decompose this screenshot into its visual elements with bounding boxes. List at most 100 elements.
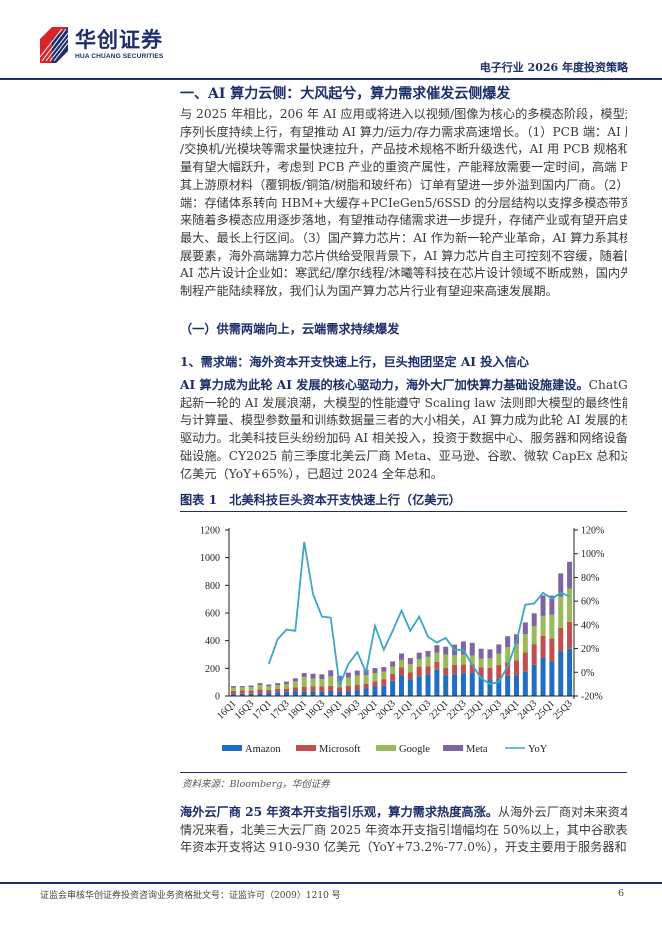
bar-microsoft-22Q4 [469, 664, 475, 674]
bar-meta-23Q4 [505, 636, 511, 648]
x-tick-label: 25Q1 [534, 698, 558, 722]
bar-meta-25Q3 [567, 561, 573, 589]
footer-divider [0, 882, 662, 884]
bar-microsoft-18Q2 [310, 686, 316, 692]
guidance-paragraph: 海外云厂商 25 年资本开支指引乐观，算力需求热度高涨。从海外云厂商对未来资本指… [180, 804, 627, 857]
paragraph-line: 展要素，海外高端算力芯片供给受限背景下，AI 算力芯片自主可控刻不容缓，随着国内 [180, 248, 627, 263]
bar-microsoft-19Q4 [363, 683, 369, 689]
bar-microsoft-24Q2 [522, 652, 528, 672]
bar-microsoft-20Q3 [390, 674, 396, 681]
bar-google-20Q3 [390, 666, 396, 675]
legend-item-yoy: YoY [505, 744, 548, 755]
bar-meta-23Q2 [487, 649, 493, 659]
bar-microsoft-20Q1 [372, 681, 378, 687]
x-tick-label: 24Q3 [516, 698, 540, 722]
bar-amazon-16Q4 [257, 693, 263, 696]
bar-google-25Q3 [567, 588, 573, 622]
legend: Amazon Microsoft Google Meta YoY [222, 744, 548, 755]
bar-google-21Q1 [407, 664, 413, 673]
bar-microsoft-16Q2 [239, 690, 245, 694]
bar-meta-19Q3 [354, 670, 360, 676]
bar-google-24Q2 [522, 634, 528, 653]
subsubsection-title: 1、需求端：海外资本开支快速上行，巨头抱团坚定 AI 投入信心 [180, 355, 529, 369]
caption-divider [180, 511, 627, 512]
section-title: 一、AI 算力云侧：大风起兮，算力需求催发云侧爆发 [180, 86, 511, 102]
bar-microsoft-21Q1 [407, 672, 413, 680]
figure-source: 资料来源：Bloomberg，华创证券 [182, 779, 330, 790]
bar-google-22Q4 [469, 655, 475, 665]
paragraph-line: 础设施。CY2025 前三季度北美云厂商 Meta、亚马逊、谷歌、微软 CapE… [180, 448, 627, 463]
bar-meta-18Q1 [301, 673, 307, 677]
x-tick-label: 16Q3 [233, 698, 257, 722]
bar-google-22Q3 [460, 654, 466, 665]
yoy-line-group [267, 541, 570, 689]
bar-amazon-20Q2 [381, 685, 387, 696]
logo-mark-icon [40, 27, 68, 63]
paragraph-lead: AI 算力成为此轮 AI 发展的核心驱动力，海外大厂加快算力基础设施建设。 [180, 378, 589, 392]
bar-google-23Q3 [496, 653, 502, 666]
bar-amazon-19Q1 [337, 691, 343, 696]
bar-google-25Q1 [549, 614, 555, 639]
bar-amazon-20Q1 [372, 686, 378, 696]
bar-amazon-18Q1 [301, 691, 307, 696]
bar-meta-19Q2 [345, 672, 351, 678]
yoy-line [267, 541, 570, 689]
page-number: 6 [618, 888, 625, 899]
bar-amazon-17Q4 [292, 691, 298, 696]
bar-meta-16Q2 [239, 686, 245, 688]
legend-item-amazon: Amazon [222, 744, 281, 755]
bar-meta-22Q3 [460, 641, 466, 655]
bar-meta-24Q3 [531, 613, 537, 627]
bar-amazon-19Q2 [345, 691, 351, 696]
bar-meta-20Q3 [390, 661, 396, 667]
x-tick-label: 23Q3 [480, 698, 504, 722]
bar-google-16Q1 [230, 687, 236, 691]
report-title: 电子行业 2026 年度投资策略 [479, 61, 628, 74]
bar-meta-21Q4 [434, 645, 440, 653]
bar-amazon-18Q2 [310, 691, 316, 696]
y2-tick-label: 0% [581, 668, 594, 679]
bar-meta-22Q4 [469, 642, 475, 656]
bar-google-19Q4 [363, 675, 369, 684]
bar-amazon-21Q1 [407, 679, 413, 696]
x-tick-label: 22Q3 [445, 698, 469, 722]
bar-google-24Q1 [514, 643, 519, 661]
bar-microsoft-16Q3 [248, 690, 254, 694]
bar-meta-21Q2 [416, 652, 422, 660]
x-tick-label: 19Q1 [321, 698, 345, 722]
bar-google-25Q2 [558, 596, 564, 628]
paragraph-line: 与计算量、模型参数量和训练数据量三者的大小相关，AI 算力成为此轮 AI 发展的… [180, 413, 627, 428]
bar-microsoft-19Q2 [345, 686, 351, 692]
bar-amazon-17Q3 [284, 691, 289, 696]
bar-google-18Q3 [319, 678, 325, 687]
bar-microsoft-20Q2 [381, 679, 387, 686]
bar-amazon-23Q1 [478, 676, 484, 696]
paragraph-line: 来随着多模态应用逐步落地，有望推动存储需求进一步提升，存储产业或有望开启史上 [180, 213, 627, 228]
bar-microsoft-25Q2 [558, 627, 564, 652]
paragraph-line: 驱动力。北美科技巨头纷纷加码 AI 相关投入，投资于数据中心、服务器和网络设备等… [180, 431, 627, 446]
bar-microsoft-18Q4 [328, 685, 334, 692]
logo-subtext: HUA CHUANG SECURITIES [75, 53, 164, 60]
x-tick-label: 21Q1 [392, 698, 416, 722]
intro-paragraph: 与 2025 年相比，206 年 AI 应用或将进入以视频/图像为核心的多模态阶… [180, 106, 627, 301]
bar-microsoft-21Q4 [434, 661, 440, 670]
bar-microsoft-20Q4 [399, 667, 404, 676]
bar-amazon-22Q3 [460, 673, 466, 696]
bar-meta-18Q3 [319, 674, 325, 679]
x-tick-label: 20Q1 [357, 698, 381, 722]
bar-microsoft-23Q2 [487, 667, 493, 681]
legend-item-meta: Meta [443, 744, 488, 755]
bar-meta-20Q2 [381, 667, 387, 672]
bar-meta-20Q4 [399, 653, 404, 660]
bar-amazon-19Q3 [354, 690, 360, 696]
paragraph-line: 其上游原材料（覆铜板/铜箔/树脂和玻纤布）订单有望进一步外溢到国内厂商。（2）存… [180, 177, 627, 192]
subsection-title: （一）供需两端向上，云端需求持续爆发 [180, 322, 400, 336]
bar-amazon-16Q1 [230, 694, 236, 696]
legend-label: YoY [528, 744, 548, 755]
bar-amazon-16Q2 [239, 693, 245, 696]
bar-amazon-24Q4 [540, 657, 546, 696]
bar-meta-17Q3 [284, 681, 289, 685]
legend-label: Google [399, 744, 430, 755]
bar-microsoft-17Q3 [284, 688, 289, 692]
bar-meta-16Q3 [248, 685, 254, 688]
